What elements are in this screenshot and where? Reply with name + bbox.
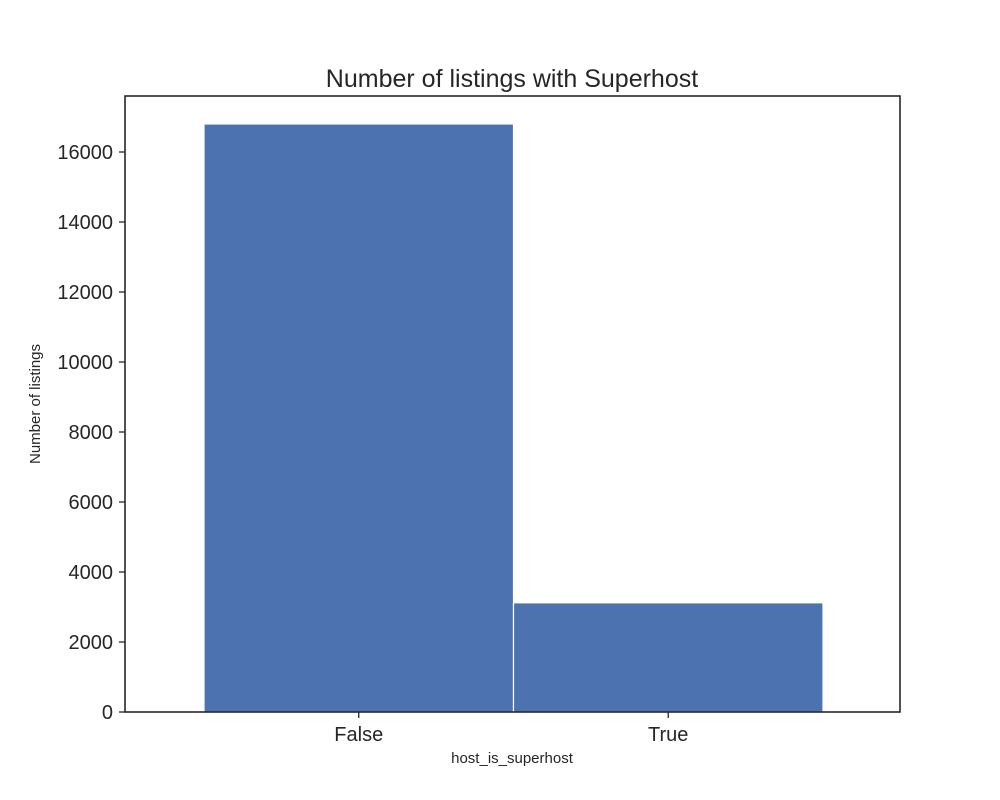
- chart-title: Number of listings with Superhost: [326, 65, 698, 93]
- y-axis-ticks: 0 2000 4000 6000 8000 10000 12000 14000 16000: [57, 142, 125, 724]
- y-tick-label: 12000: [57, 282, 113, 304]
- y-tick-label: 10000: [57, 352, 113, 374]
- y-tick-label: 16000: [57, 142, 113, 164]
- plot-frame: [124, 95, 901, 713]
- y-tick-label: 4000: [69, 562, 114, 584]
- y-tick-label: 2000: [69, 632, 114, 654]
- x-axis-ticks: False True: [334, 712, 688, 746]
- y-axis-label: Number of listings: [27, 344, 44, 464]
- x-tick-label: True: [648, 724, 688, 746]
- x-tick-label: False: [334, 724, 383, 746]
- bar-true: [512, 602, 824, 713]
- y-tick-label: 6000: [69, 492, 114, 514]
- bar-false: [203, 123, 515, 713]
- x-axis-label: host_is_superhost: [451, 750, 574, 767]
- bars-group: [203, 123, 824, 713]
- y-tick-label: 8000: [69, 422, 114, 444]
- y-tick-label: 14000: [57, 212, 113, 234]
- y-tick-label: 0: [102, 702, 113, 724]
